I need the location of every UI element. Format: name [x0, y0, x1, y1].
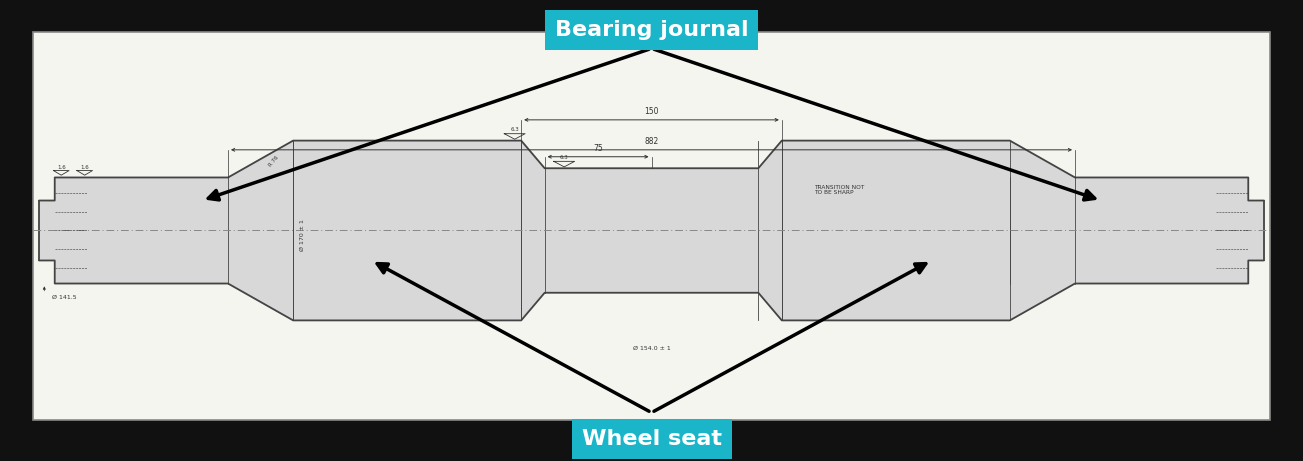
Text: 882: 882 — [645, 137, 658, 146]
Text: 75: 75 — [593, 144, 603, 153]
Text: Ø 141.5: Ø 141.5 — [52, 295, 77, 300]
Text: 6.3: 6.3 — [560, 155, 568, 160]
FancyBboxPatch shape — [33, 32, 1270, 420]
Polygon shape — [39, 141, 1264, 320]
Text: 6.3: 6.3 — [511, 127, 519, 132]
Text: 1.6: 1.6 — [57, 165, 65, 170]
Text: TRANSITION NOT
TO BE SHARP: TRANSITION NOT TO BE SHARP — [814, 185, 865, 195]
Text: Bearing journal: Bearing journal — [555, 20, 748, 40]
Text: R 76: R 76 — [268, 155, 280, 168]
Text: Wheel seat: Wheel seat — [581, 429, 722, 449]
Text: Ø 170 ± 1: Ø 170 ± 1 — [300, 219, 305, 251]
Text: 150: 150 — [644, 107, 659, 116]
Text: 1.6: 1.6 — [81, 165, 89, 170]
Text: Ø 154.0 ± 1: Ø 154.0 ± 1 — [633, 346, 670, 351]
